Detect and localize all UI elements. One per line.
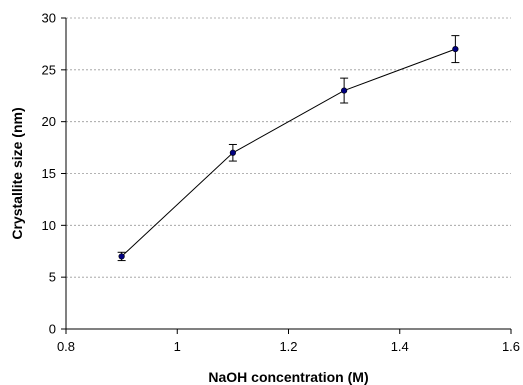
data-point <box>118 253 125 260</box>
data-series <box>117 35 460 262</box>
x-tick-label: 1.4 <box>391 339 409 354</box>
y-tick-label: 25 <box>42 62 56 77</box>
x-axis-label: NaOH concentration (M) <box>208 369 368 385</box>
ticks: 0 5 10 15 20 25 30 0.8 1 1.2 1.4 1.6 <box>42 11 521 355</box>
axes <box>65 18 511 330</box>
x-tick-label: 1.2 <box>279 339 297 354</box>
y-tick-label: 15 <box>42 166 56 181</box>
y-tick-label: 30 <box>42 11 56 26</box>
y-axis-label: Crystallite size (nm) <box>9 107 25 239</box>
data-point <box>452 45 459 53</box>
x-tick-label: 1 <box>174 339 181 354</box>
grid-lines <box>66 17 511 278</box>
y-tick-label: 5 <box>49 270 56 285</box>
y-tick-label: 10 <box>42 218 56 233</box>
x-tick-label: 0.8 <box>57 339 75 354</box>
x-tick-label: 1.6 <box>502 339 520 354</box>
data-point <box>341 87 348 94</box>
y-tick-label: 20 <box>42 114 56 129</box>
series-line <box>121 48 456 257</box>
data-point <box>229 149 236 156</box>
y-tick-label: 0 <box>49 322 56 337</box>
